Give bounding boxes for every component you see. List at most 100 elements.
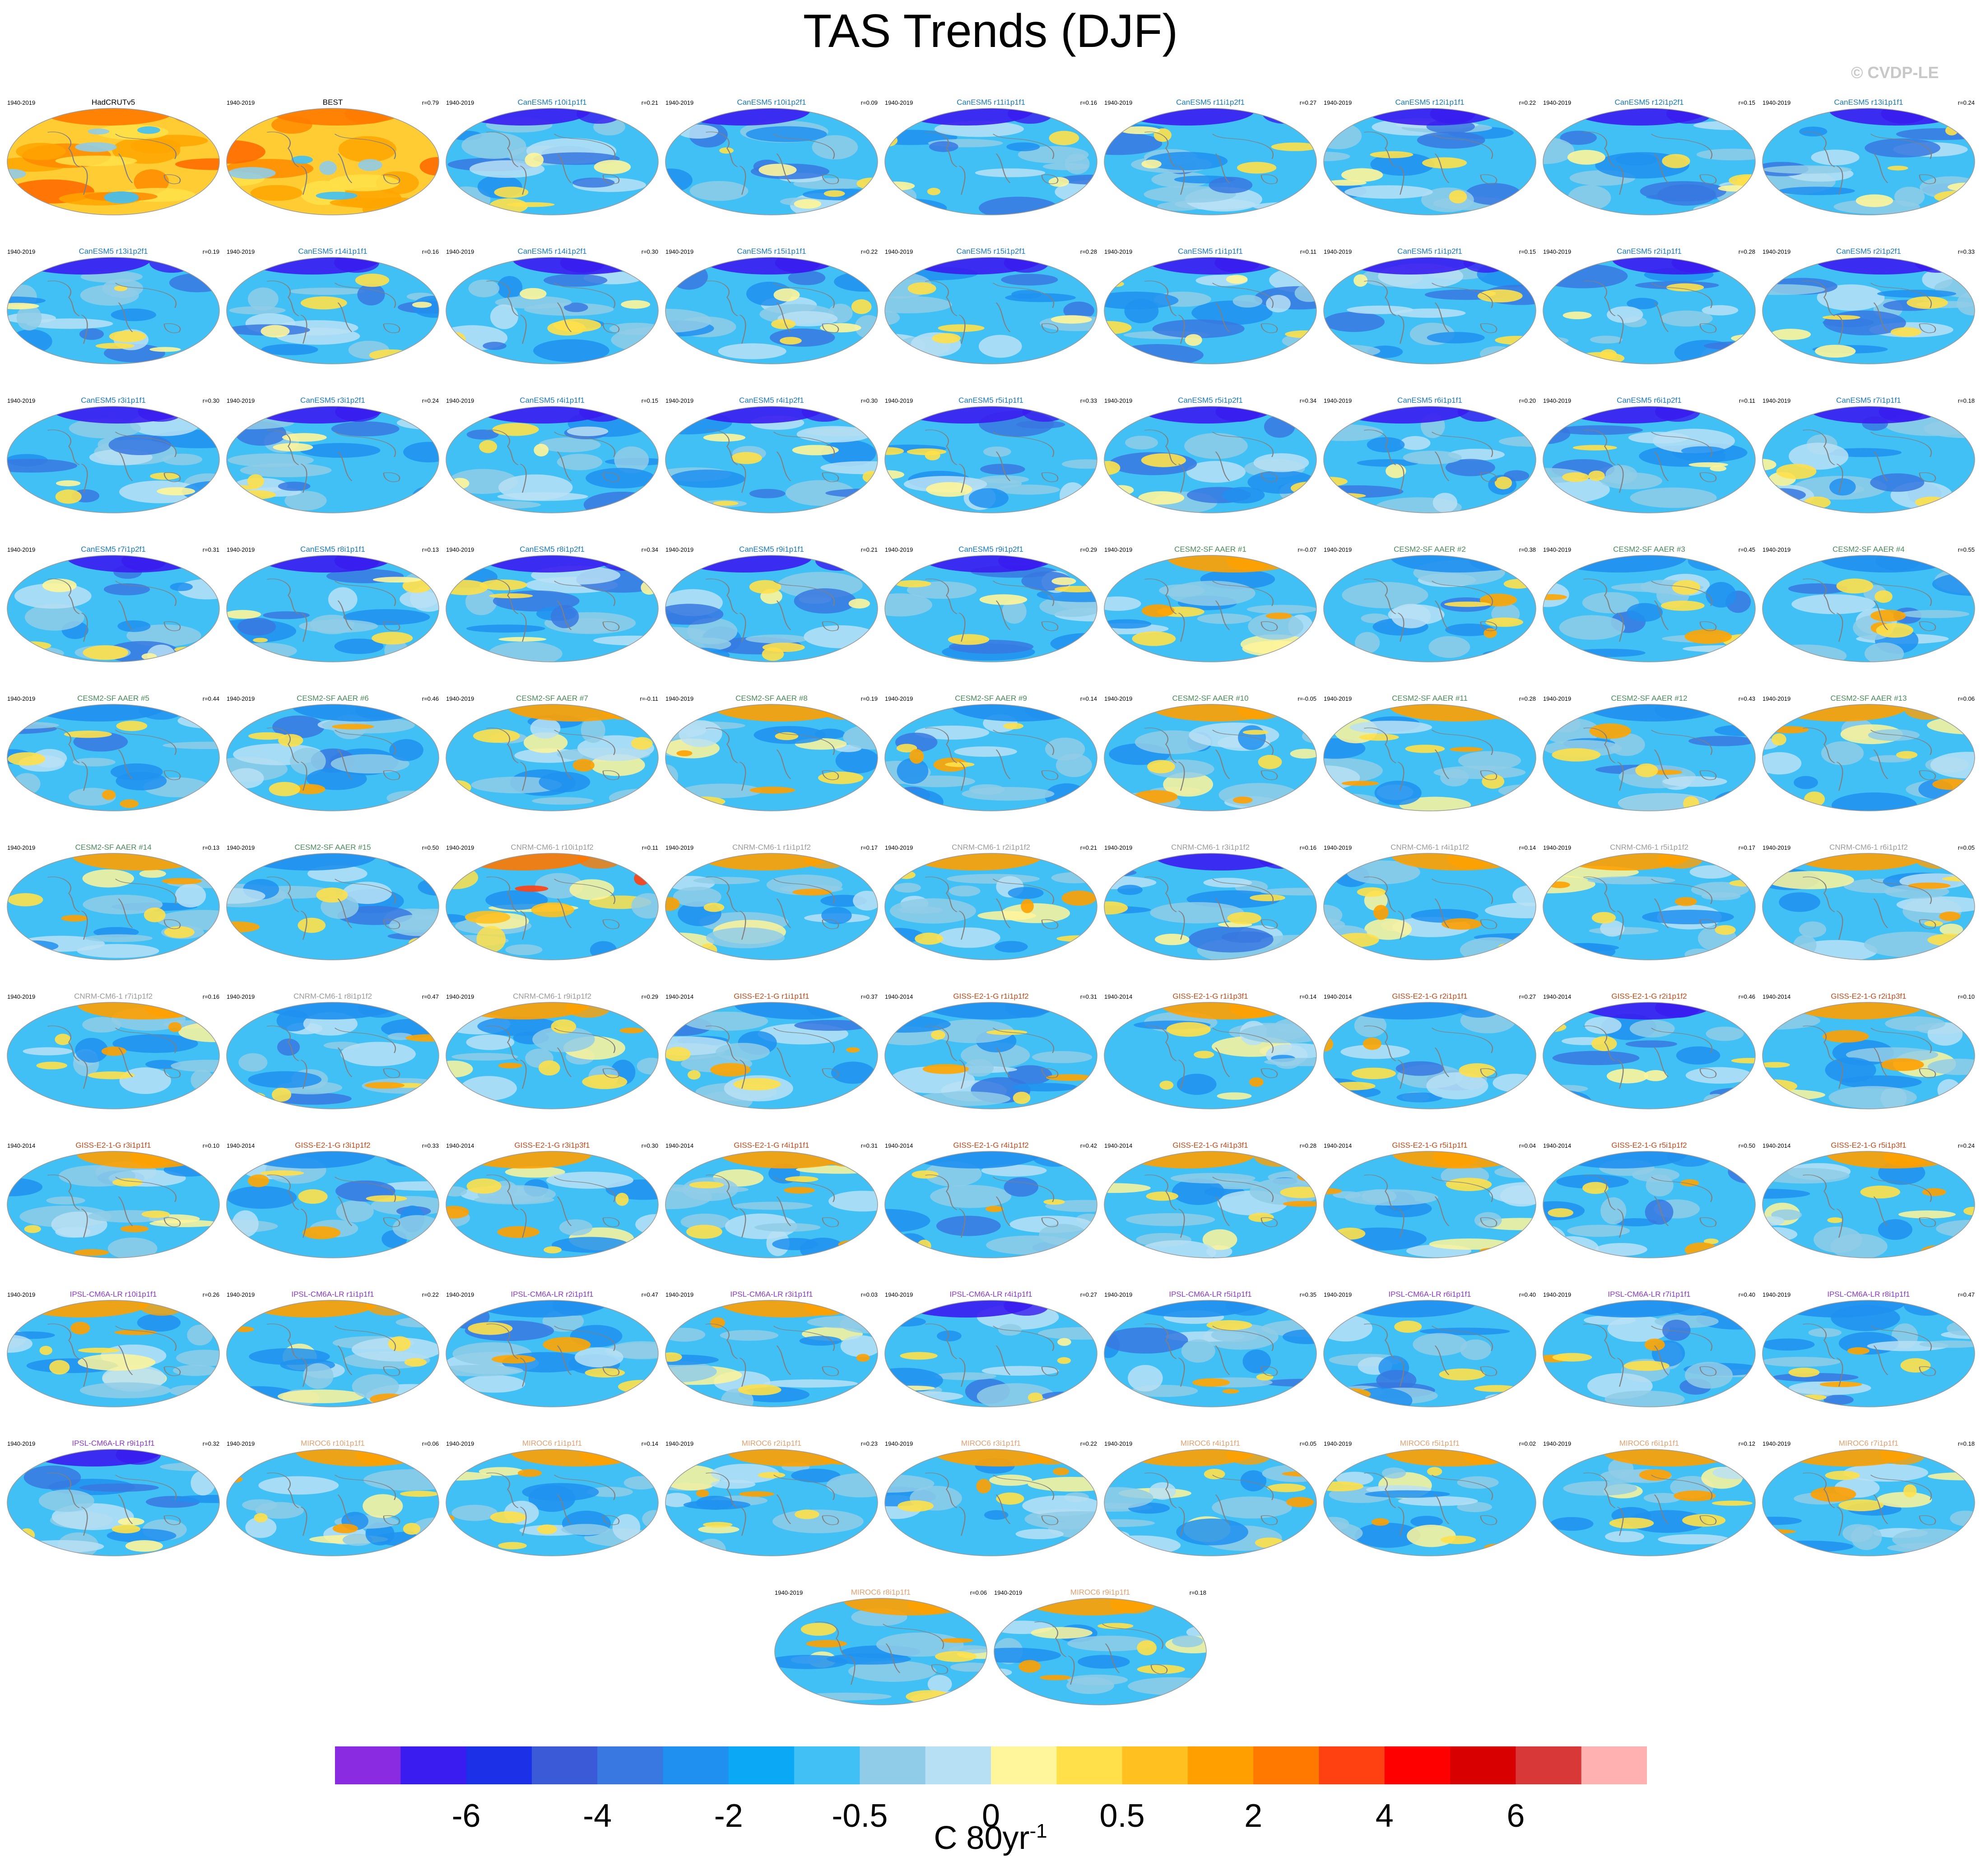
cvdp-watermark: © CVDP-LE bbox=[1851, 63, 1939, 82]
map-outline bbox=[1762, 555, 1975, 662]
trend-field bbox=[1104, 406, 1316, 513]
panel-correlation: r=0.30 bbox=[642, 248, 658, 255]
panel-correlation: r=0.34 bbox=[1300, 397, 1316, 404]
colorbar-segment bbox=[1581, 1746, 1647, 1784]
panel-period: 1940-2014 bbox=[1762, 993, 1790, 1000]
trend-field bbox=[885, 853, 1097, 960]
trend-field bbox=[665, 555, 878, 662]
map-outline bbox=[884, 704, 1097, 811]
map-panel-grid: HadCRUTv5 1940-2019 BEST 1940-2019 r=0.79 Can… bbox=[7, 98, 1975, 1705]
panel-period: 1940-2019 bbox=[885, 546, 913, 553]
map-outline bbox=[446, 406, 659, 513]
map-panel: IPSL-CM6A-LR r2i1p1f1 1940-2019 r=0.47 bbox=[446, 1290, 659, 1407]
map-panel: CanESM5 r4i1p2f1 1940-2019 r=0.30 bbox=[665, 396, 878, 513]
map-outline bbox=[226, 1449, 439, 1556]
map-outline bbox=[884, 108, 1097, 215]
panel-period: 1940-2019 bbox=[1324, 844, 1352, 851]
map-outline bbox=[665, 1300, 878, 1407]
panel-period: 1940-2019 bbox=[446, 1291, 474, 1298]
panel-correlation: r=0.27 bbox=[1300, 99, 1316, 106]
coastline bbox=[814, 1621, 949, 1685]
panel-correlation: r=0.19 bbox=[203, 248, 219, 255]
panel-title: CanESM5 r3i1p2f1 bbox=[300, 396, 365, 405]
panel-title: GISS-E2-1-G r5i1p1f1 bbox=[1392, 1141, 1467, 1150]
panel-period: 1940-2019 bbox=[665, 546, 693, 553]
map-panel: CanESM5 r6i1p2f1 1940-2019 r=0.11 bbox=[1543, 396, 1756, 513]
map-panel: CESM2-SF AAER #12 1940-2019 r=0.43 bbox=[1543, 694, 1756, 811]
map-outline bbox=[1323, 1151, 1536, 1258]
panel-correlation: r=0.40 bbox=[1519, 1291, 1536, 1298]
trend-field bbox=[1762, 1002, 1975, 1109]
colorbar-tick-label: 4 bbox=[1376, 1798, 1394, 1834]
coastline bbox=[47, 429, 181, 493]
map-panel: CESM2-SF AAER #9 1940-2019 r=0.14 bbox=[884, 694, 1097, 811]
panel-period: 1940-2019 bbox=[1104, 248, 1132, 255]
map-panel: CESM2-SF AAER #2 1940-2019 r=0.38 bbox=[1323, 545, 1536, 662]
coastline bbox=[1802, 131, 1936, 195]
panel-period: 1940-2019 bbox=[1762, 99, 1790, 106]
coastline bbox=[486, 1025, 620, 1089]
map-panel: CNRM-CM6-1 r9i1p1f2 1940-2019 r=0.29 bbox=[446, 992, 659, 1109]
map-panel: CanESM5 r12i1p1f1 1940-2019 r=0.22 bbox=[1323, 98, 1536, 215]
map-outline bbox=[7, 406, 220, 513]
panel-period: 1940-2019 bbox=[885, 844, 913, 851]
panel-title: CanESM5 r1i1p1f1 bbox=[1178, 247, 1243, 256]
panel-title: CanESM5 r12i1p1f1 bbox=[1395, 98, 1464, 107]
panel-correlation: r=0.21 bbox=[642, 99, 658, 106]
colorbar-segment bbox=[1253, 1746, 1319, 1784]
trend-field bbox=[1543, 1300, 1755, 1407]
map-panel: MIROC6 r3i1p1f1 1940-2019 r=0.22 bbox=[884, 1439, 1097, 1556]
panel-period: 1940-2019 bbox=[227, 397, 255, 404]
map-outline bbox=[774, 1598, 987, 1705]
colorbar-segment bbox=[663, 1746, 729, 1784]
map-outline bbox=[1543, 1002, 1756, 1109]
map-panel: CNRM-CM6-1 r10i1p1f2 1940-2019 r=0.11 bbox=[446, 843, 659, 960]
panel-period: 1940-2019 bbox=[1324, 1291, 1352, 1298]
map-panel: CESM2-SF AAER #15 1940-2019 r=0.50 bbox=[226, 843, 439, 960]
map-outline bbox=[665, 704, 878, 811]
coastline bbox=[47, 131, 181, 195]
panel-correlation: r=0.22 bbox=[861, 248, 878, 255]
map-outline bbox=[7, 108, 220, 215]
colorbar-segment bbox=[860, 1746, 926, 1784]
panel-title: CESM2-SF AAER #6 bbox=[297, 694, 369, 703]
trend-field bbox=[7, 704, 219, 811]
coastline bbox=[266, 429, 400, 493]
trend-field bbox=[1543, 257, 1755, 364]
panel-title: GISS-E2-1-G r3i1p3f1 bbox=[514, 1141, 590, 1150]
panel-correlation: r=0.24 bbox=[422, 397, 439, 404]
panel-period: 1940-2014 bbox=[885, 1142, 913, 1149]
colorbar-segment bbox=[597, 1746, 663, 1784]
panel-period: 1940-2019 bbox=[227, 248, 255, 255]
colorbar-unit-exponent: -1 bbox=[1029, 1820, 1047, 1842]
panel-period: 1940-2019 bbox=[1324, 695, 1352, 702]
map-outline bbox=[226, 704, 439, 811]
coastline bbox=[925, 1472, 1059, 1536]
panel-title: CanESM5 r2i1p1f1 bbox=[1617, 247, 1682, 256]
map-panel: CanESM5 r2i1p1f1 1940-2019 r=0.28 bbox=[1543, 247, 1756, 364]
panel-period: 1940-2019 bbox=[446, 397, 474, 404]
coastline bbox=[1583, 578, 1717, 642]
coastline bbox=[266, 131, 400, 195]
coastline bbox=[705, 131, 839, 195]
map-panel: CESM2-SF AAER #13 1940-2019 r=0.06 bbox=[1762, 694, 1975, 811]
panel-period: 1940-2019 bbox=[227, 1291, 255, 1298]
map-outline bbox=[1543, 108, 1756, 215]
panel-title: CanESM5 r2i1p2f1 bbox=[1836, 247, 1901, 256]
panel-correlation: r=0.35 bbox=[1300, 1291, 1316, 1298]
map-outline bbox=[226, 108, 439, 215]
panel-title: CNRM-CM6-1 r6i1p1f2 bbox=[1829, 843, 1908, 852]
trend-field bbox=[7, 1151, 219, 1258]
panel-title: IPSL-CM6A-LR r9i1p1f1 bbox=[72, 1439, 154, 1448]
panel-period: 1940-2019 bbox=[1104, 695, 1132, 702]
panel-period: 1940-2019 bbox=[1762, 1291, 1790, 1298]
panel-period: 1940-2014 bbox=[227, 1142, 255, 1149]
map-outline bbox=[665, 555, 878, 662]
panel-period: 1940-2019 bbox=[1324, 1440, 1352, 1447]
colorbar-segment bbox=[1187, 1746, 1254, 1784]
coastline bbox=[925, 1174, 1059, 1238]
trend-field bbox=[7, 108, 219, 215]
panel-title: GISS-E2-1-G r4i1p3f1 bbox=[1172, 1141, 1248, 1150]
panel-correlation: r=0.03 bbox=[861, 1291, 878, 1298]
panel-correlation: r=0.31 bbox=[861, 1142, 878, 1149]
